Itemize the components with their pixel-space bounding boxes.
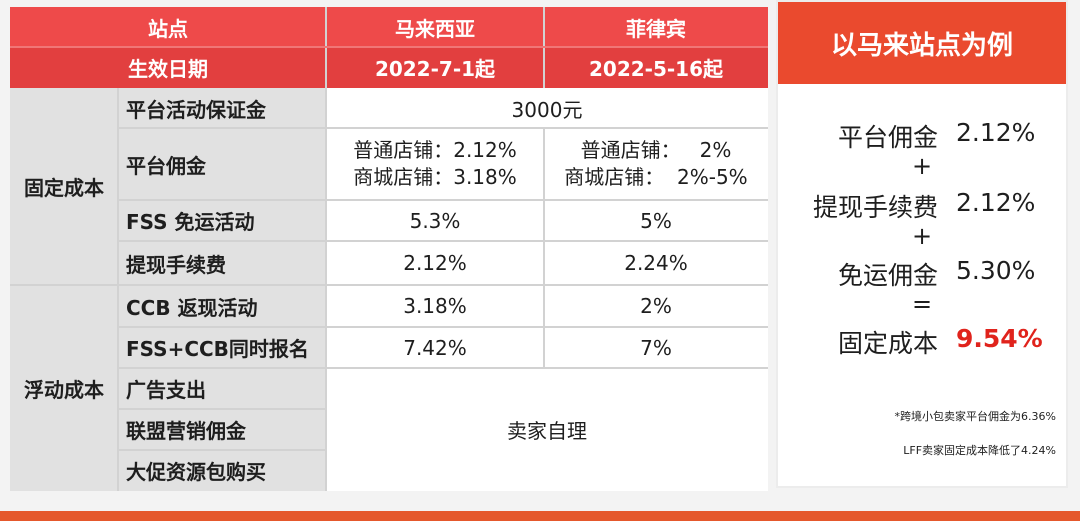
grid-line: [543, 128, 545, 368]
panel-commission-value: 2.12%: [956, 118, 1036, 147]
grid-line: [118, 326, 768, 328]
grid-line: [118, 127, 768, 129]
panel-note-lff: LFF卖家固定成本降低了4.24%: [903, 444, 1056, 457]
commission-philippines-regular: 普通店铺： 2%: [580, 138, 732, 162]
header-malaysia-date: 2022-7-1起: [326, 47, 544, 88]
grid-line: [118, 449, 326, 451]
equals-sign: =: [911, 290, 933, 318]
header-philippines-date: 2022-5-16起: [544, 47, 768, 88]
cost-table: 站点 马来西亚 菲律宾 生效日期 2022-7-1起 2022-5-16起 固定…: [10, 7, 768, 491]
panel-row-shipping: 免运佣金 5.30%: [778, 256, 1066, 292]
header-malaysia: 马来西亚: [326, 7, 544, 47]
fss-ccb-malaysia: 7.42%: [326, 327, 544, 368]
fss-ccb-philippines: 7%: [544, 327, 768, 368]
panel-fixed-cost-value: 9.54%: [956, 324, 1043, 353]
commission-philippines: 普通店铺： 2% 商城店铺： 2%-5%: [544, 128, 768, 200]
grid-line: [118, 408, 326, 410]
commission-malaysia-regular: 普通店铺：2.12%: [353, 138, 517, 162]
plus-sign: +: [911, 222, 933, 250]
panel-title: 以马来站点为例: [778, 2, 1066, 84]
fss-malaysia: 5.3%: [326, 200, 544, 241]
commission-malaysia: 普通店铺：2.12% 商城店铺：3.18%: [326, 128, 544, 200]
row-label-promo: 大促资源包购买: [118, 450, 326, 491]
row-label-ccb: CCB 返现活动: [118, 285, 326, 327]
grid-line: [118, 367, 768, 369]
row-label-withdraw-fee: 提现手续费: [118, 241, 326, 285]
panel-note-small-parcel: *跨境小包卖家平台佣金为6.36%: [894, 410, 1056, 423]
deposit-value: 3000元: [326, 88, 768, 128]
panel-fixed-cost-label: 固定成本: [837, 329, 938, 358]
panel-row-commission: 平台佣金 2.12%: [778, 118, 1066, 154]
header-date-label: 生效日期: [10, 47, 326, 88]
grid-line: [117, 88, 119, 491]
grid-line: [118, 240, 768, 242]
commission-malaysia-mall: 商城店铺：3.18%: [353, 165, 517, 189]
header-philippines: 菲律宾: [544, 7, 768, 47]
withdraw-malaysia: 2.12%: [326, 241, 544, 285]
grid-line: [325, 7, 327, 491]
panel-commission-label: 平台佣金: [837, 123, 938, 152]
plus-sign: +: [911, 152, 933, 180]
withdraw-philippines: 2.24%: [544, 241, 768, 285]
category-fixed-cost: 固定成本: [10, 88, 118, 285]
ccb-philippines: 2%: [544, 285, 768, 327]
panel-row-withdraw: 提现手续费 2.12%: [778, 188, 1066, 224]
ccb-malaysia: 3.18%: [326, 285, 544, 327]
self-managed-value: 卖家自理: [326, 368, 768, 491]
example-panel: 以马来站点为例 平台佣金 2.12% + 提现手续费 2.12% + 免运佣金 …: [776, 0, 1068, 488]
grid-line: [10, 46, 768, 48]
category-floating-cost: 浮动成本: [10, 285, 118, 491]
row-label-deposit: 平台活动保证金: [118, 88, 326, 128]
commission-philippines-mall: 商城店铺： 2%-5%: [564, 165, 748, 189]
panel-withdraw-label: 提现手续费: [812, 193, 938, 222]
grid-line: [118, 199, 768, 201]
panel-shipping-value: 5.30%: [956, 256, 1036, 285]
panel-row-fixed-cost: 固定成本 9.54%: [778, 324, 1066, 360]
row-label-fss: FSS 免运活动: [118, 200, 326, 241]
row-label-affiliate: 联盟营销佣金: [118, 409, 326, 450]
grid-line: [118, 284, 768, 286]
row-label-fss-ccb: FSS+CCB同时报名: [118, 327, 326, 368]
panel-withdraw-value: 2.12%: [956, 188, 1036, 217]
header-site-label: 站点: [10, 7, 326, 47]
grid-line: [10, 284, 118, 286]
row-label-ads: 广告支出: [118, 368, 326, 409]
fss-philippines: 5%: [544, 200, 768, 241]
row-label-commission: 平台佣金: [118, 128, 326, 200]
panel-shipping-label: 免运佣金: [837, 261, 938, 290]
bottom-accent-bar: [0, 511, 1080, 521]
